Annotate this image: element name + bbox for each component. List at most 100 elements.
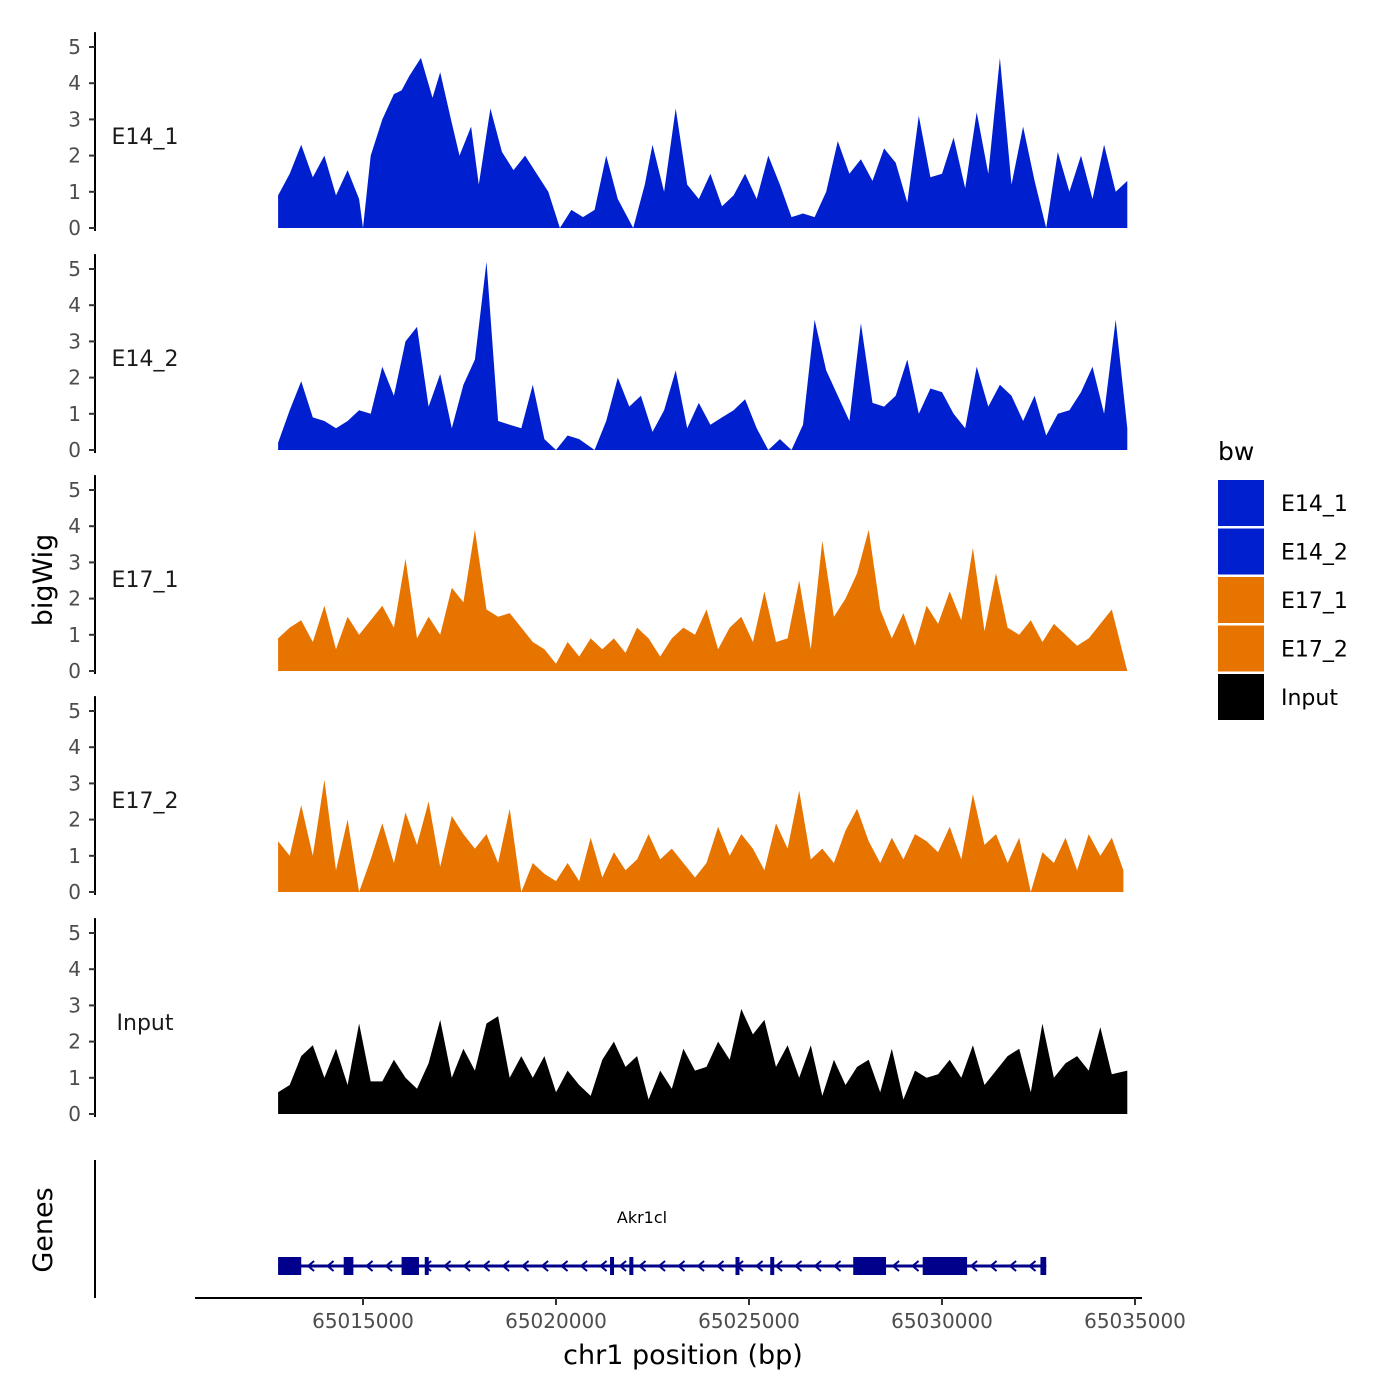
signal-area-e17_1 — [278, 529, 1128, 671]
strand-arrow — [501, 1260, 510, 1272]
y-axis-title: bigWig — [28, 534, 59, 627]
strand-arrow — [443, 1260, 452, 1272]
track-label: E14_1 — [112, 125, 179, 150]
exon — [424, 1257, 429, 1275]
exon — [629, 1257, 634, 1275]
y-tick-label: 2 — [68, 808, 81, 832]
y-tick-label: 5 — [68, 478, 81, 502]
y-tick-label: 2 — [68, 366, 81, 390]
y-tick-label: 5 — [68, 699, 81, 723]
strand-arrow — [891, 1260, 900, 1272]
exon — [922, 1257, 968, 1275]
y-tick-label: 1 — [68, 180, 81, 204]
x-axis-title: chr1 position (bp) — [563, 1340, 803, 1371]
signal-area-e14_2 — [278, 261, 1128, 450]
y-tick-label: 1 — [68, 1066, 81, 1090]
y-tick-label: 2 — [68, 1030, 81, 1054]
strand-arrow — [833, 1260, 842, 1272]
legend-title: bw — [1218, 437, 1254, 466]
legend-swatch-e17_2 — [1218, 625, 1264, 672]
track-label: Input — [117, 1011, 174, 1036]
exon — [343, 1257, 354, 1275]
y-tick-label: 0 — [68, 659, 81, 683]
y-tick-label: 4 — [68, 293, 81, 317]
exon — [278, 1257, 302, 1275]
strand-arrow — [657, 1260, 666, 1272]
strand-arrow — [384, 1260, 393, 1272]
strand-arrow — [813, 1260, 822, 1272]
signal-area-input — [278, 1009, 1128, 1114]
strand-arrow — [306, 1260, 315, 1272]
y-tick-label: 5 — [68, 257, 81, 281]
strand-arrow — [1008, 1260, 1017, 1272]
exon — [770, 1257, 775, 1275]
exon — [610, 1257, 615, 1275]
track-e17_1: 0 1 2 3 4 5 E17_1 — [68, 475, 1128, 683]
legend-swatch-input — [1218, 674, 1264, 720]
y-tick-label: 3 — [68, 329, 81, 353]
legend-label-e17_1: E17_1 — [1281, 589, 1348, 614]
legend-label-e14_1: E14_1 — [1281, 492, 1348, 517]
strand-arrow — [618, 1260, 627, 1272]
strand-arrow — [560, 1260, 569, 1272]
legend-swatch-e14_1 — [1218, 480, 1264, 526]
strand-arrow — [969, 1260, 978, 1272]
signal-tracks: 0 1 2 3 4 5 E14_1 0 1 2 3 4 5 E14_2 0 1 2 3 4 5 E17_1 0 1 2 3 4 5 E… — [68, 32, 1128, 1126]
y-tick-label: 2 — [68, 587, 81, 611]
y-tick-label: 3 — [68, 550, 81, 574]
y-tick-label: 5 — [68, 921, 81, 945]
legend-label-e17_2: E17_2 — [1281, 638, 1348, 663]
gene-name-label: Akr1cl — [617, 1208, 667, 1227]
strand-arrow — [599, 1260, 608, 1272]
exon — [401, 1257, 419, 1275]
legend-label-input: Input — [1281, 686, 1338, 711]
strand-arrow — [638, 1260, 647, 1272]
strand-arrow — [716, 1260, 725, 1272]
track-e17_2: 0 1 2 3 4 5 E17_2 — [68, 696, 1124, 904]
y-tick-label: 1 — [68, 402, 81, 426]
y-tick-label: 0 — [68, 438, 81, 462]
strand-arrow — [911, 1260, 920, 1272]
x-tick-label: 65035000 — [1084, 1309, 1186, 1333]
strand-arrow — [989, 1260, 998, 1272]
x-tick-label: 65030000 — [891, 1309, 993, 1333]
exon — [735, 1257, 740, 1275]
y-tick-label: 1 — [68, 623, 81, 647]
y-tick-label: 2 — [68, 144, 81, 168]
strand-arrow — [521, 1260, 530, 1272]
y-tick-label: 0 — [68, 1102, 81, 1126]
x-axis: 65015000 65020000 65025000 65030000 65035000 — [195, 1297, 1186, 1333]
exon — [853, 1257, 887, 1275]
track-label: E17_1 — [112, 568, 179, 593]
signal-area-e17_2 — [278, 779, 1124, 892]
signal-area-e14_1 — [278, 57, 1128, 229]
strand-arrow — [579, 1260, 588, 1272]
track-e14_2: 0 1 2 3 4 5 E14_2 — [68, 254, 1128, 462]
y-tick-label: 3 — [68, 107, 81, 131]
y-tick-label: 3 — [68, 993, 81, 1017]
strand-arrow — [540, 1260, 549, 1272]
legend: bw E14_1 E14_2 E17_1 E17_2 Input — [1218, 437, 1348, 720]
strand-arrow — [1028, 1260, 1037, 1272]
x-tick-label: 65015000 — [312, 1309, 414, 1333]
strand-arrow — [696, 1260, 705, 1272]
strand-arrow — [774, 1260, 783, 1272]
y-tick-label: 1 — [68, 844, 81, 868]
y-tick-label: 4 — [68, 514, 81, 538]
strand-arrow — [365, 1260, 374, 1272]
track-label: E14_2 — [112, 347, 179, 372]
y-tick-label: 5 — [68, 35, 81, 59]
strand-arrow — [482, 1260, 491, 1272]
strand-arrow — [462, 1260, 471, 1272]
track-e14_1: 0 1 2 3 4 5 E14_1 — [68, 32, 1128, 240]
gene-track: Akr1cl — [94, 1160, 1047, 1298]
y-tick-label: 0 — [68, 216, 81, 240]
legend-swatch-e17_1 — [1218, 577, 1264, 623]
y-tick-label: 4 — [68, 957, 81, 981]
y-tick-label: 3 — [68, 771, 81, 795]
x-tick-label: 65025000 — [698, 1309, 800, 1333]
y-tick-label: 4 — [68, 71, 81, 95]
track-input: 0 1 2 3 4 5 Input — [68, 918, 1128, 1126]
exon — [1040, 1257, 1047, 1275]
strand-arrow — [755, 1260, 764, 1272]
